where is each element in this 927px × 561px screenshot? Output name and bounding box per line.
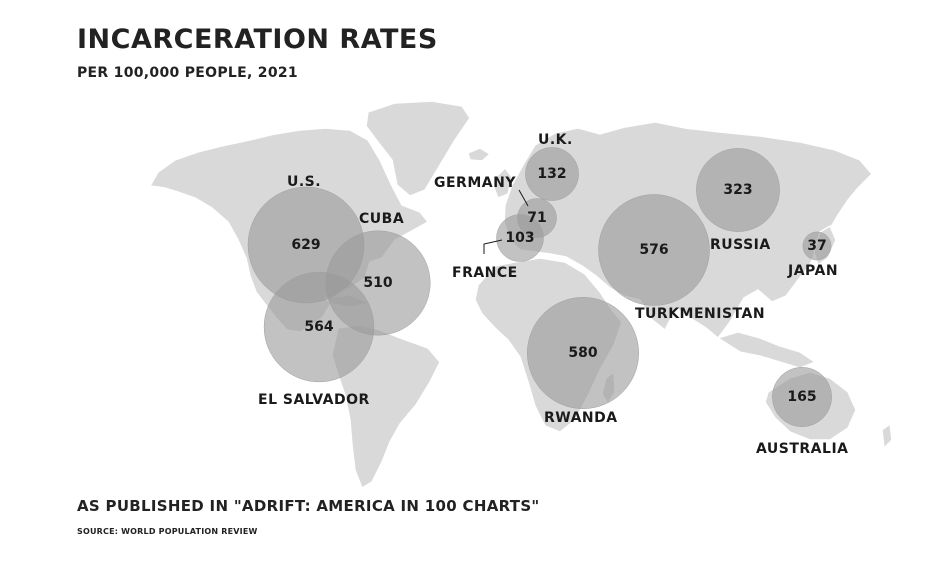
country-label-australia: AUSTRALIA xyxy=(756,441,849,457)
bubble-france xyxy=(496,214,544,262)
chart-title: INCARCERATION RATES xyxy=(77,24,438,55)
leader-line-germany xyxy=(518,189,529,207)
bubble-u-k xyxy=(525,147,579,201)
landmass-southeast-asia xyxy=(717,331,816,369)
chart-subtitle: PER 100,000 PEOPLE, 2021 xyxy=(77,65,298,81)
bubble-russia xyxy=(696,148,780,232)
bubble-value-russia: 323 xyxy=(723,182,752,198)
bubble-value-u-s: 629 xyxy=(291,237,320,253)
country-label-japan: JAPAN xyxy=(787,263,838,279)
bubble-value-australia: 165 xyxy=(787,389,816,405)
bubble-value-cuba: 510 xyxy=(363,275,392,291)
country-label-cuba: CUBA xyxy=(359,211,404,227)
landmass-south-america xyxy=(331,324,441,489)
landmass-greenland xyxy=(365,100,471,197)
bubble-value-el-salvador: 564 xyxy=(304,319,333,335)
leader-line-france xyxy=(483,239,503,254)
publication-note: AS PUBLISHED IN "ADRIFT: AMERICA IN 100 … xyxy=(77,497,540,515)
country-label-rwanda: RWANDA xyxy=(544,410,618,426)
country-label-u-k: U.K. xyxy=(538,132,573,148)
landmass-iceland xyxy=(467,147,491,162)
country-label-el-salvador: EL SALVADOR xyxy=(258,392,370,408)
bubble-turkmenistan xyxy=(598,194,710,306)
landmass-uk xyxy=(493,167,513,199)
bubble-value-germany: 71 xyxy=(527,210,546,226)
country-label-layer: 629 U.S. 510 CUBA 564 EL SALVADOR 132 U.K. 71 GER… xyxy=(258,132,849,457)
bubble-el-salvador xyxy=(263,271,375,383)
bubble-value-france: 103 xyxy=(505,230,534,246)
bubble-value-rwanda: 580 xyxy=(568,345,597,361)
bubble-rwanda xyxy=(527,297,639,409)
bubble-layer xyxy=(247,147,832,427)
source-note: SOURCE: WORLD POPULATION REVIEW xyxy=(77,527,258,536)
country-label-france: FRANCE xyxy=(452,265,518,281)
bubble-value-turkmenistan: 576 xyxy=(639,242,668,258)
landmasses xyxy=(149,100,893,489)
country-label-turkmenistan: TURKMENISTAN xyxy=(635,306,765,322)
bubble-value-u-k: 132 xyxy=(537,166,566,182)
bubble-japan xyxy=(802,231,832,261)
country-label-russia: RUSSIA xyxy=(710,237,771,253)
country-label-u-s: U.S. xyxy=(287,174,321,190)
bubble-value-japan: 37 xyxy=(807,238,826,254)
landmass-new-zealand xyxy=(881,423,893,449)
country-label-germany: GERMANY xyxy=(434,175,516,191)
bubble-australia xyxy=(772,367,832,427)
